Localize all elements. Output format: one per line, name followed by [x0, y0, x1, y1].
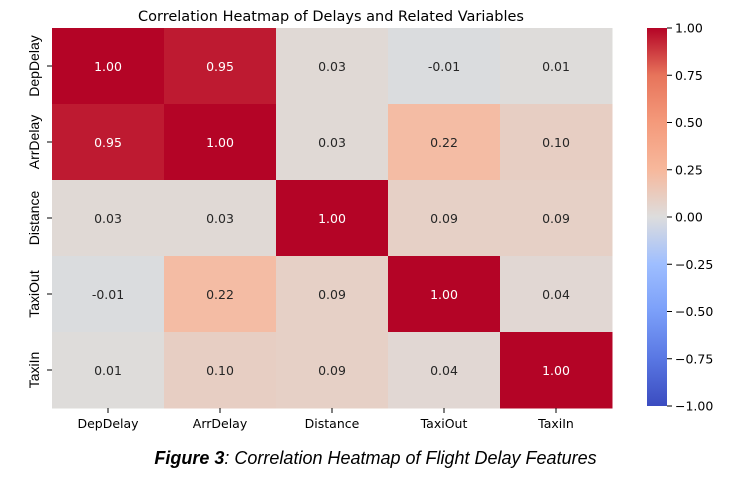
cell-value-label: 0.10 [206, 363, 234, 378]
heatmap-cell [52, 28, 165, 105]
heatmap-cell [276, 28, 389, 105]
chart-title: Correlation Heatmap of Delays and Relate… [138, 9, 524, 25]
x-axis-tick-labels: DepDelay ArrDelay Distance TaxiOut TaxiIn [77, 408, 574, 431]
heatmap-cell [164, 104, 277, 181]
colorbar-tick-label: 0.50 [675, 115, 703, 130]
x-tick-label: Distance [305, 416, 360, 431]
y-tick-label: TaxiIn [26, 352, 42, 389]
caption-label: Figure 3 [154, 448, 225, 468]
heatmap-cell [500, 256, 613, 333]
heatmap-cell [164, 256, 277, 333]
colorbar-tick-label: 0.00 [675, 210, 703, 225]
cell-value-label: 0.01 [542, 59, 570, 74]
y-tick-label: TaxiOut [26, 270, 42, 318]
heatmap-cell [276, 180, 389, 257]
cell-value-label: 1.00 [542, 363, 570, 378]
cell-value-label: 0.09 [318, 363, 346, 378]
y-axis-tick-labels: DepDelay ArrDelay Distance TaxiOut TaxiIn [26, 35, 52, 388]
heatmap-cell [52, 332, 165, 409]
heatmap-cell [500, 28, 613, 105]
cell-value-label: 0.03 [318, 59, 346, 74]
cell-value-label: 0.22 [430, 135, 458, 150]
heatmap-cell-labels: 1.00 0.95 0.03 -0.01 0.01 0.95 1.00 0.03 0.22 0.1… [92, 59, 570, 378]
heatmap-cell [276, 332, 389, 409]
y-tick-label: Distance [26, 191, 42, 246]
cell-value-label: 0.03 [94, 211, 122, 226]
cell-value-label: 0.09 [430, 211, 458, 226]
heatmap-cell [276, 104, 389, 181]
cell-value-label: -0.01 [92, 287, 124, 302]
heatmap-cell [164, 28, 277, 105]
heatmap-cell [388, 104, 501, 181]
cell-value-label: 1.00 [94, 59, 122, 74]
colorbar-tick-label: 0.25 [675, 162, 703, 177]
cell-value-label: 1.00 [430, 287, 458, 302]
x-tick-label: DepDelay [77, 416, 139, 431]
cell-value-label: 0.03 [206, 211, 234, 226]
heatmap-cell [52, 180, 165, 257]
y-tick-label: ArrDelay [26, 115, 42, 169]
colorbar-tick-label: −0.25 [675, 257, 713, 272]
cell-value-label: 0.03 [318, 135, 346, 150]
heatmap-cell [276, 256, 389, 333]
cell-value-label: 0.09 [542, 211, 570, 226]
heatmap-cell [388, 180, 501, 257]
cell-value-label: 0.01 [94, 363, 122, 378]
caption-text: : Correlation Heatmap of Flight Delay Fe… [224, 448, 597, 468]
x-tick-label: ArrDelay [193, 416, 248, 431]
cell-value-label: 0.10 [542, 135, 570, 150]
cell-value-label: 0.04 [430, 363, 458, 378]
heatmap-cell [500, 332, 613, 409]
cell-value-label: 0.09 [318, 287, 346, 302]
x-tick-label: TaxiOut [420, 416, 468, 431]
cell-value-label: 0.22 [206, 287, 234, 302]
cell-value-label: 1.00 [318, 211, 346, 226]
heatmap-cell [388, 256, 501, 333]
heatmap-cell [164, 180, 277, 257]
heatmap-cell [52, 104, 165, 181]
figure-caption: Figure 3: Correlation Heatmap of Flight … [0, 448, 751, 469]
heatmap-cell [164, 332, 277, 409]
cell-value-label: -0.01 [428, 59, 460, 74]
cell-value-label: 0.95 [206, 59, 234, 74]
y-tick-label: DepDelay [26, 35, 42, 96]
x-tick-label: TaxiIn [537, 416, 574, 431]
colorbar-tick-label: −0.75 [675, 351, 713, 366]
colorbar-tick-label: −1.00 [675, 399, 713, 414]
heatmap-cell [500, 180, 613, 257]
cell-value-label: 1.00 [206, 135, 234, 150]
cell-value-label: 0.95 [94, 135, 122, 150]
heatmap-cell [52, 256, 165, 333]
heatmap-cell [500, 104, 613, 181]
colorbar-tick-label: 1.00 [675, 21, 703, 36]
colorbar-ticks: 1.00 0.75 0.50 0.25 0.00 −0.25 −0.50 −0.75 −1.00 [667, 21, 713, 414]
heatmap-cells [52, 28, 613, 409]
colorbar-tick-label: 0.75 [675, 68, 703, 83]
cell-value-label: 0.04 [542, 287, 570, 302]
heatmap-cell [388, 332, 501, 409]
heatmap-cell [388, 28, 501, 105]
colorbar-tick-label: −0.50 [675, 304, 713, 319]
colorbar [647, 28, 667, 406]
